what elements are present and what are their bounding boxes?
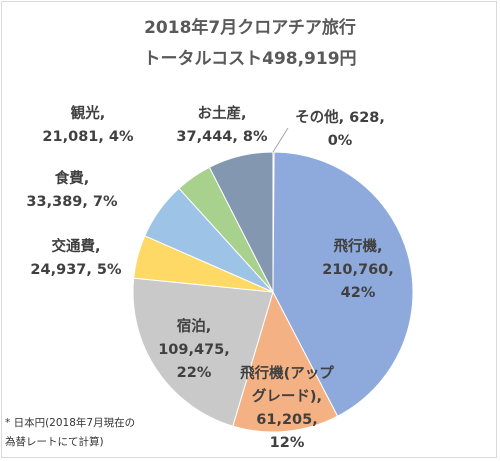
slice-label-2-line-2: 61,205,: [256, 412, 317, 428]
slice-label-7-line-1: 37,444, 8%: [176, 129, 268, 145]
slice-label-1-line-2: 42%: [341, 285, 376, 301]
slice-label-2-line-3: 12%: [270, 435, 305, 451]
slice-label-1-line-0: 飛行機,: [333, 237, 382, 255]
slice-labels: その他, 628, 0% 飛行機, 210,760, 42% 飛行機(アップグレード), 6…: [26, 104, 393, 451]
slice-label-6-line-1: 21,081, 4%: [42, 129, 134, 145]
slice-label-3-line-1: 109,475,: [158, 342, 230, 358]
slice-label-4-line-1: 24,937, 5%: [30, 262, 122, 278]
slice-label-5-line-0: 食費,: [55, 169, 90, 187]
slice-label-0-line-0: その他, 628,: [295, 108, 385, 126]
slice-label-1: 飛行機, 210,760, 42%: [322, 237, 394, 301]
footnote-line-1: * 日本円(2018年7月現在の: [5, 417, 136, 429]
footnote-line-2: 為替レートにて計算): [5, 436, 104, 448]
slice-label-3-line-0: 宿泊,: [177, 317, 212, 335]
slice-label-3: 宿泊, 109,475, 22%: [158, 317, 230, 381]
slice-label-2-line-0: 飛行機(アップ: [240, 364, 334, 382]
pie-slices: [132, 151, 414, 433]
slice-label-5: 食費, 33,389, 7%: [26, 169, 118, 210]
slice-label-5-line-1: 33,389, 7%: [26, 194, 118, 210]
slice-label-4: 交通費, 24,937, 5%: [30, 237, 122, 278]
slice-label-7-line-0: お土産,: [197, 104, 246, 122]
slice-label-1-line-1: 210,760,: [322, 262, 394, 278]
slice-label-2: 飛行機(アップグレード), 61,205, 12%: [240, 364, 334, 451]
slice-label-7: お土産, 37,444, 8%: [176, 104, 268, 145]
slice-label-6-line-0: 観光,: [71, 104, 106, 122]
pie-slice-1: [272, 151, 414, 417]
pie-slice-2: [232, 290, 339, 433]
leader-lines: [272, 127, 289, 153]
leader-line-other: [272, 127, 289, 153]
chart-title-line-1: 2018年7月クロアチア旅行: [144, 18, 356, 38]
slice-label-2-line-1: グレード),: [252, 387, 322, 405]
pie-slice-3: [132, 277, 274, 427]
slice-label-0-line-1: 0%: [328, 133, 353, 149]
slice-label-0: その他, 628, 0%: [295, 108, 385, 149]
slice-label-3-line-2: 22%: [177, 365, 212, 381]
pie-slice-7: [208, 151, 274, 293]
slice-label-4-line-0: 交通費,: [51, 237, 100, 255]
chart-title-line-2: トータルコスト498,919円: [143, 49, 357, 69]
slice-label-6: 観光, 21,081, 4%: [42, 104, 134, 145]
